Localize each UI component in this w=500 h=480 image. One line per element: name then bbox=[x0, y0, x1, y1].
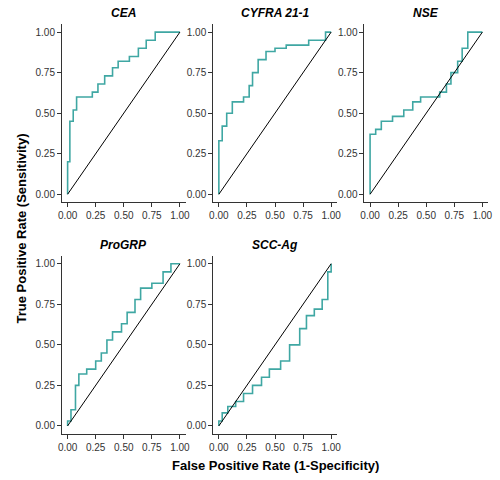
svg-text:0.25: 0.25 bbox=[86, 442, 106, 453]
svg-text:1.00: 1.00 bbox=[170, 442, 190, 453]
svg-text:True Positive Rate (Sensitivit: True Positive Rate (Sensitivity) bbox=[14, 133, 29, 323]
svg-text:0.50: 0.50 bbox=[36, 108, 56, 119]
svg-text:0.00: 0.00 bbox=[58, 210, 78, 221]
svg-text:0.50: 0.50 bbox=[265, 210, 285, 221]
svg-text:0.50: 0.50 bbox=[338, 108, 358, 119]
svg-text:0.50: 0.50 bbox=[187, 339, 207, 350]
svg-text:0.25: 0.25 bbox=[187, 148, 207, 159]
svg-text:0.00: 0.00 bbox=[360, 210, 380, 221]
svg-text:0.50: 0.50 bbox=[114, 442, 134, 453]
svg-text:1.00: 1.00 bbox=[187, 258, 207, 269]
svg-text:0.50: 0.50 bbox=[114, 210, 134, 221]
svg-text:1.00: 1.00 bbox=[338, 27, 358, 38]
svg-text:0.25: 0.25 bbox=[237, 210, 257, 221]
svg-text:0.75: 0.75 bbox=[187, 67, 207, 78]
svg-text:1.00: 1.00 bbox=[36, 27, 56, 38]
svg-text:0.50: 0.50 bbox=[36, 339, 56, 350]
svg-text:SCC-Ag: SCC-Ag bbox=[252, 238, 298, 252]
svg-text:0.75: 0.75 bbox=[293, 210, 313, 221]
svg-text:1.00: 1.00 bbox=[321, 210, 341, 221]
svg-text:0.25: 0.25 bbox=[36, 148, 56, 159]
svg-text:0.75: 0.75 bbox=[187, 299, 207, 310]
svg-text:0.75: 0.75 bbox=[142, 210, 162, 221]
svg-text:0.00: 0.00 bbox=[36, 420, 56, 431]
svg-text:0.25: 0.25 bbox=[338, 148, 358, 159]
svg-text:1.00: 1.00 bbox=[36, 258, 56, 269]
svg-text:1.00: 1.00 bbox=[473, 210, 493, 221]
svg-text:0.00: 0.00 bbox=[187, 420, 207, 431]
svg-text:0.00: 0.00 bbox=[187, 189, 207, 200]
svg-text:0.75: 0.75 bbox=[338, 67, 358, 78]
svg-text:0.50: 0.50 bbox=[416, 210, 436, 221]
svg-text:0.25: 0.25 bbox=[237, 442, 257, 453]
svg-text:0.00: 0.00 bbox=[209, 442, 229, 453]
svg-text:0.00: 0.00 bbox=[209, 210, 229, 221]
svg-text:0.25: 0.25 bbox=[388, 210, 408, 221]
svg-text:1.00: 1.00 bbox=[321, 442, 341, 453]
svg-text:False Positive Rate (1-Specifi: False Positive Rate (1-Specificity) bbox=[172, 458, 379, 473]
svg-text:0.75: 0.75 bbox=[445, 210, 465, 221]
svg-text:0.00: 0.00 bbox=[338, 189, 358, 200]
svg-text:0.75: 0.75 bbox=[36, 67, 56, 78]
svg-text:0.75: 0.75 bbox=[36, 299, 56, 310]
svg-text:CEA: CEA bbox=[111, 6, 136, 20]
svg-text:0.00: 0.00 bbox=[58, 442, 78, 453]
svg-text:CYFRA 21-1: CYFRA 21-1 bbox=[241, 6, 310, 20]
svg-text:NSE: NSE bbox=[413, 6, 439, 20]
svg-text:0.50: 0.50 bbox=[265, 442, 285, 453]
svg-text:1.00: 1.00 bbox=[170, 210, 190, 221]
svg-text:0.25: 0.25 bbox=[36, 380, 56, 391]
svg-text:0.25: 0.25 bbox=[86, 210, 106, 221]
svg-text:1.00: 1.00 bbox=[187, 27, 207, 38]
svg-text:0.75: 0.75 bbox=[293, 442, 313, 453]
svg-text:0.25: 0.25 bbox=[187, 380, 207, 391]
svg-text:0.00: 0.00 bbox=[36, 189, 56, 200]
svg-text:0.50: 0.50 bbox=[187, 108, 207, 119]
svg-text:0.75: 0.75 bbox=[142, 442, 162, 453]
svg-text:ProGRP: ProGRP bbox=[100, 238, 147, 252]
